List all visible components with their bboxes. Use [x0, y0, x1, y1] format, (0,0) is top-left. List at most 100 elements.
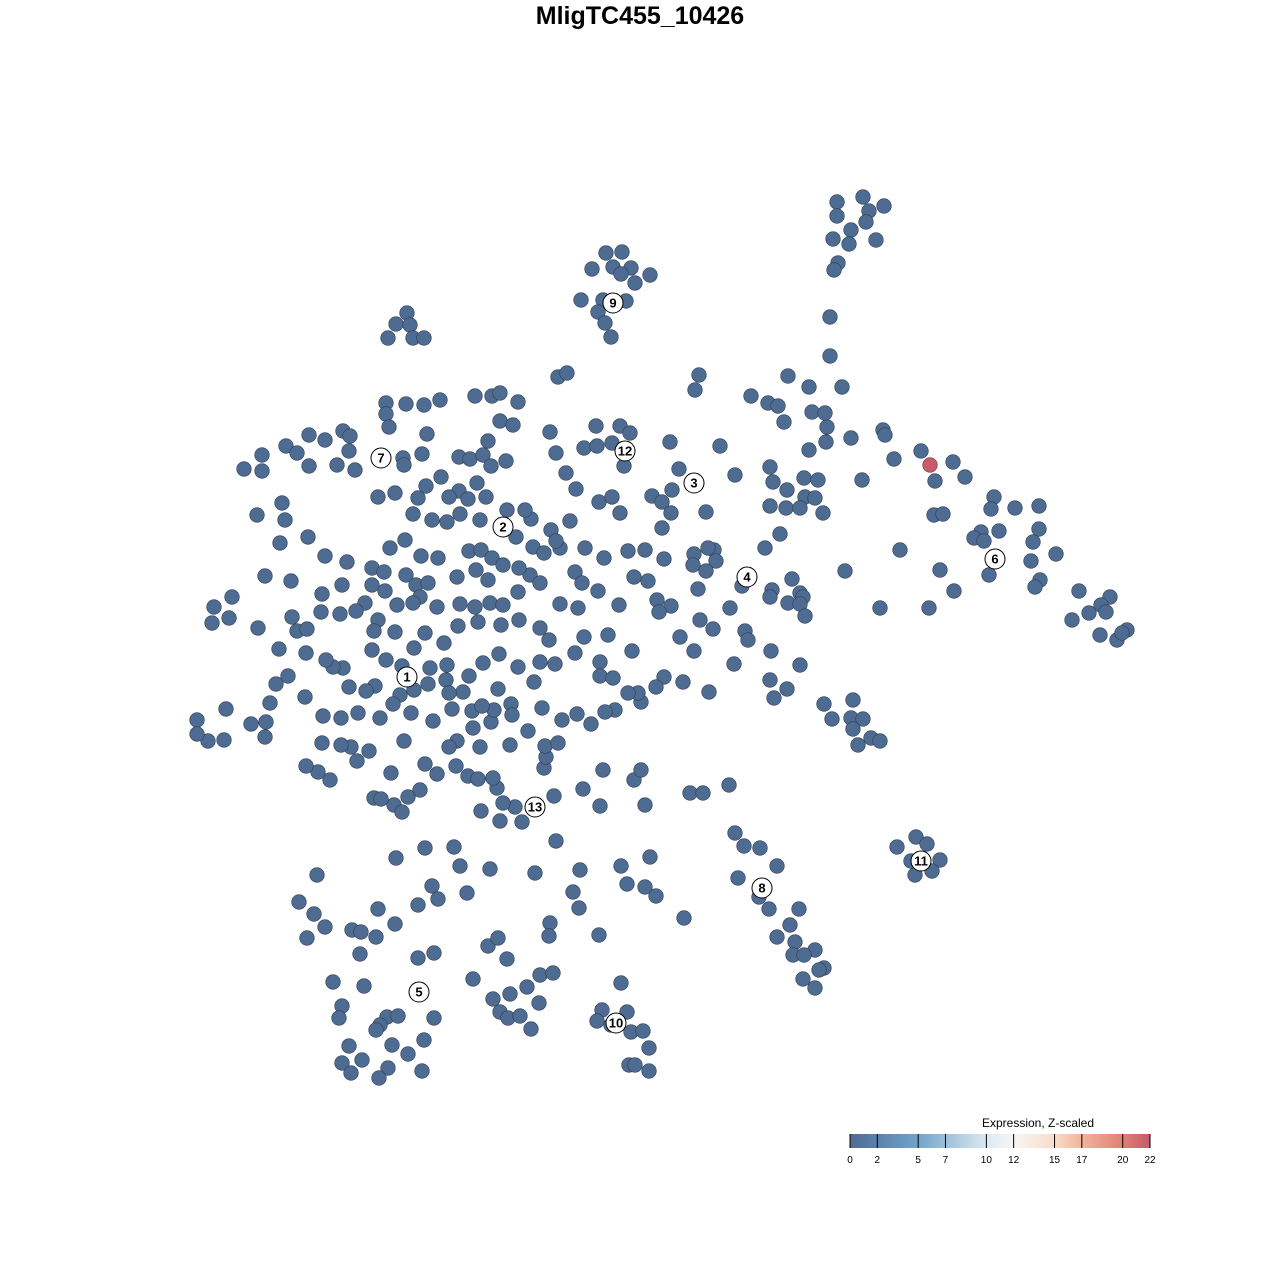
data-point — [473, 542, 489, 558]
data-point — [845, 692, 861, 708]
data-point — [478, 489, 494, 505]
data-point — [810, 472, 826, 488]
data-point — [452, 858, 468, 874]
data-point — [588, 418, 604, 434]
data-point — [687, 382, 703, 398]
data-point — [532, 575, 548, 591]
data-point — [271, 641, 287, 657]
data-point — [317, 548, 333, 564]
data-point — [604, 489, 620, 505]
data-point — [420, 676, 436, 692]
data-point — [624, 643, 640, 659]
data-point — [780, 368, 796, 384]
data-point — [614, 244, 630, 260]
data-point — [690, 581, 706, 597]
cluster-label-text: 11 — [914, 854, 928, 869]
data-point — [698, 563, 714, 579]
data-point — [613, 266, 629, 282]
data-point — [536, 545, 552, 561]
data-point — [945, 454, 961, 470]
data-point — [467, 599, 483, 615]
data-point — [589, 1013, 605, 1029]
data-point — [825, 231, 841, 247]
cluster-label: 5 — [408, 981, 430, 1003]
data-point — [446, 839, 462, 855]
data-point — [382, 540, 398, 556]
data-point — [388, 316, 404, 332]
cluster-label-text: 8 — [758, 881, 765, 896]
data-point — [770, 398, 786, 414]
data-point — [221, 610, 237, 626]
data-point — [425, 713, 441, 729]
data-point — [542, 915, 558, 931]
data-point — [648, 679, 664, 695]
data-point — [736, 838, 752, 854]
data-point — [424, 878, 440, 894]
data-point — [595, 762, 611, 778]
data-point — [591, 927, 607, 943]
data-point — [480, 433, 496, 449]
data-point — [676, 910, 692, 926]
data-point — [1007, 500, 1023, 516]
data-point — [815, 505, 831, 521]
data-point — [405, 506, 421, 522]
data-point — [460, 491, 476, 507]
cluster-label-text: 4 — [743, 570, 751, 585]
cluster-label-badge — [602, 292, 624, 314]
data-point — [605, 670, 621, 686]
data-point — [613, 975, 629, 991]
data-point — [455, 684, 471, 700]
legend-tick-label: 17 — [1076, 1155, 1088, 1166]
legend-tick-label: 12 — [1008, 1155, 1020, 1166]
data-point — [514, 814, 530, 830]
data-point — [534, 700, 550, 716]
data-point — [258, 714, 274, 730]
data-point — [976, 533, 992, 549]
data-point — [438, 672, 454, 688]
data-point — [418, 478, 434, 494]
data-point — [416, 1032, 432, 1048]
data-point — [763, 643, 779, 659]
cluster-label: 1 — [396, 666, 418, 688]
data-point — [722, 600, 738, 616]
data-point — [1064, 612, 1080, 628]
data-point — [400, 1046, 416, 1062]
data-point — [843, 430, 859, 446]
data-point — [378, 652, 394, 668]
data-point — [532, 620, 548, 636]
data-point — [637, 542, 653, 558]
data-point — [537, 738, 553, 754]
data-point — [473, 803, 489, 819]
data-point — [405, 595, 421, 611]
data-point — [772, 526, 788, 542]
data-point — [322, 772, 338, 788]
data-point — [592, 668, 608, 684]
data-point — [575, 781, 591, 797]
legend-tick-label: 10 — [981, 1155, 993, 1166]
data-point — [347, 462, 363, 478]
data-point — [824, 711, 840, 727]
data-point — [480, 938, 496, 954]
data-point — [913, 443, 929, 459]
data-point — [403, 705, 419, 721]
data-point — [492, 813, 508, 829]
data-point — [548, 833, 564, 849]
data-point — [413, 548, 429, 564]
data-point — [406, 640, 422, 656]
data-point — [701, 684, 717, 700]
data-point — [573, 292, 589, 308]
legend-tick-label: 0 — [847, 1155, 853, 1166]
data-point — [492, 385, 508, 401]
data-point — [603, 329, 619, 345]
data-point — [419, 426, 435, 442]
data-point — [520, 723, 536, 739]
color-legend: Expression, Z-scaled 0 2 5 7 10 12 15 17 20 22 — [847, 1116, 1156, 1166]
cluster-label: 3 — [683, 472, 705, 494]
data-point — [743, 388, 759, 404]
data-point — [430, 550, 446, 566]
data-point — [811, 962, 827, 978]
data-point — [416, 330, 432, 346]
data-point — [527, 865, 543, 881]
cluster-label-badge — [396, 666, 418, 688]
